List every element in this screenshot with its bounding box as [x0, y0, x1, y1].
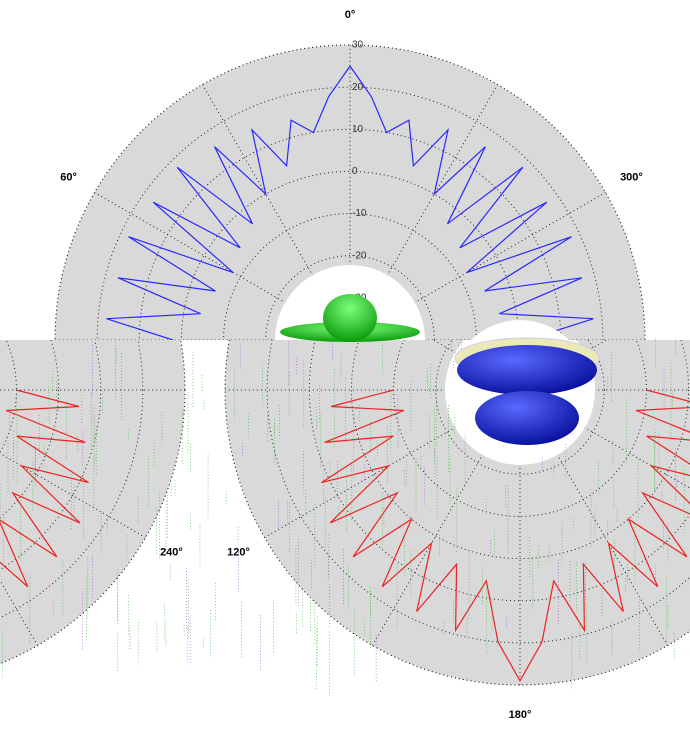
- angle-tick-label: 0°: [345, 9, 356, 21]
- r-tick-label: 10: [352, 124, 364, 135]
- r-tick-label: -10: [352, 208, 367, 219]
- r-tick-label: 0: [352, 166, 358, 177]
- blue-upper: [457, 345, 597, 395]
- r-tick-label: -20: [352, 250, 367, 261]
- angle-tick-label: 180°: [509, 709, 532, 721]
- angle-tick-label: 300°: [620, 171, 643, 183]
- r-tick-label: 20: [352, 82, 364, 93]
- angle-tick-label: 60°: [60, 171, 77, 183]
- angle-tick-label: 240°: [160, 546, 183, 558]
- chart: 3020100-10-20-300°60°300°120°180°240°: [0, 0, 690, 736]
- blue-lower: [475, 391, 579, 445]
- r-tick-label: 30: [352, 40, 364, 51]
- angle-spoke: [0, 135, 38, 354]
- green-dome: [323, 294, 377, 342]
